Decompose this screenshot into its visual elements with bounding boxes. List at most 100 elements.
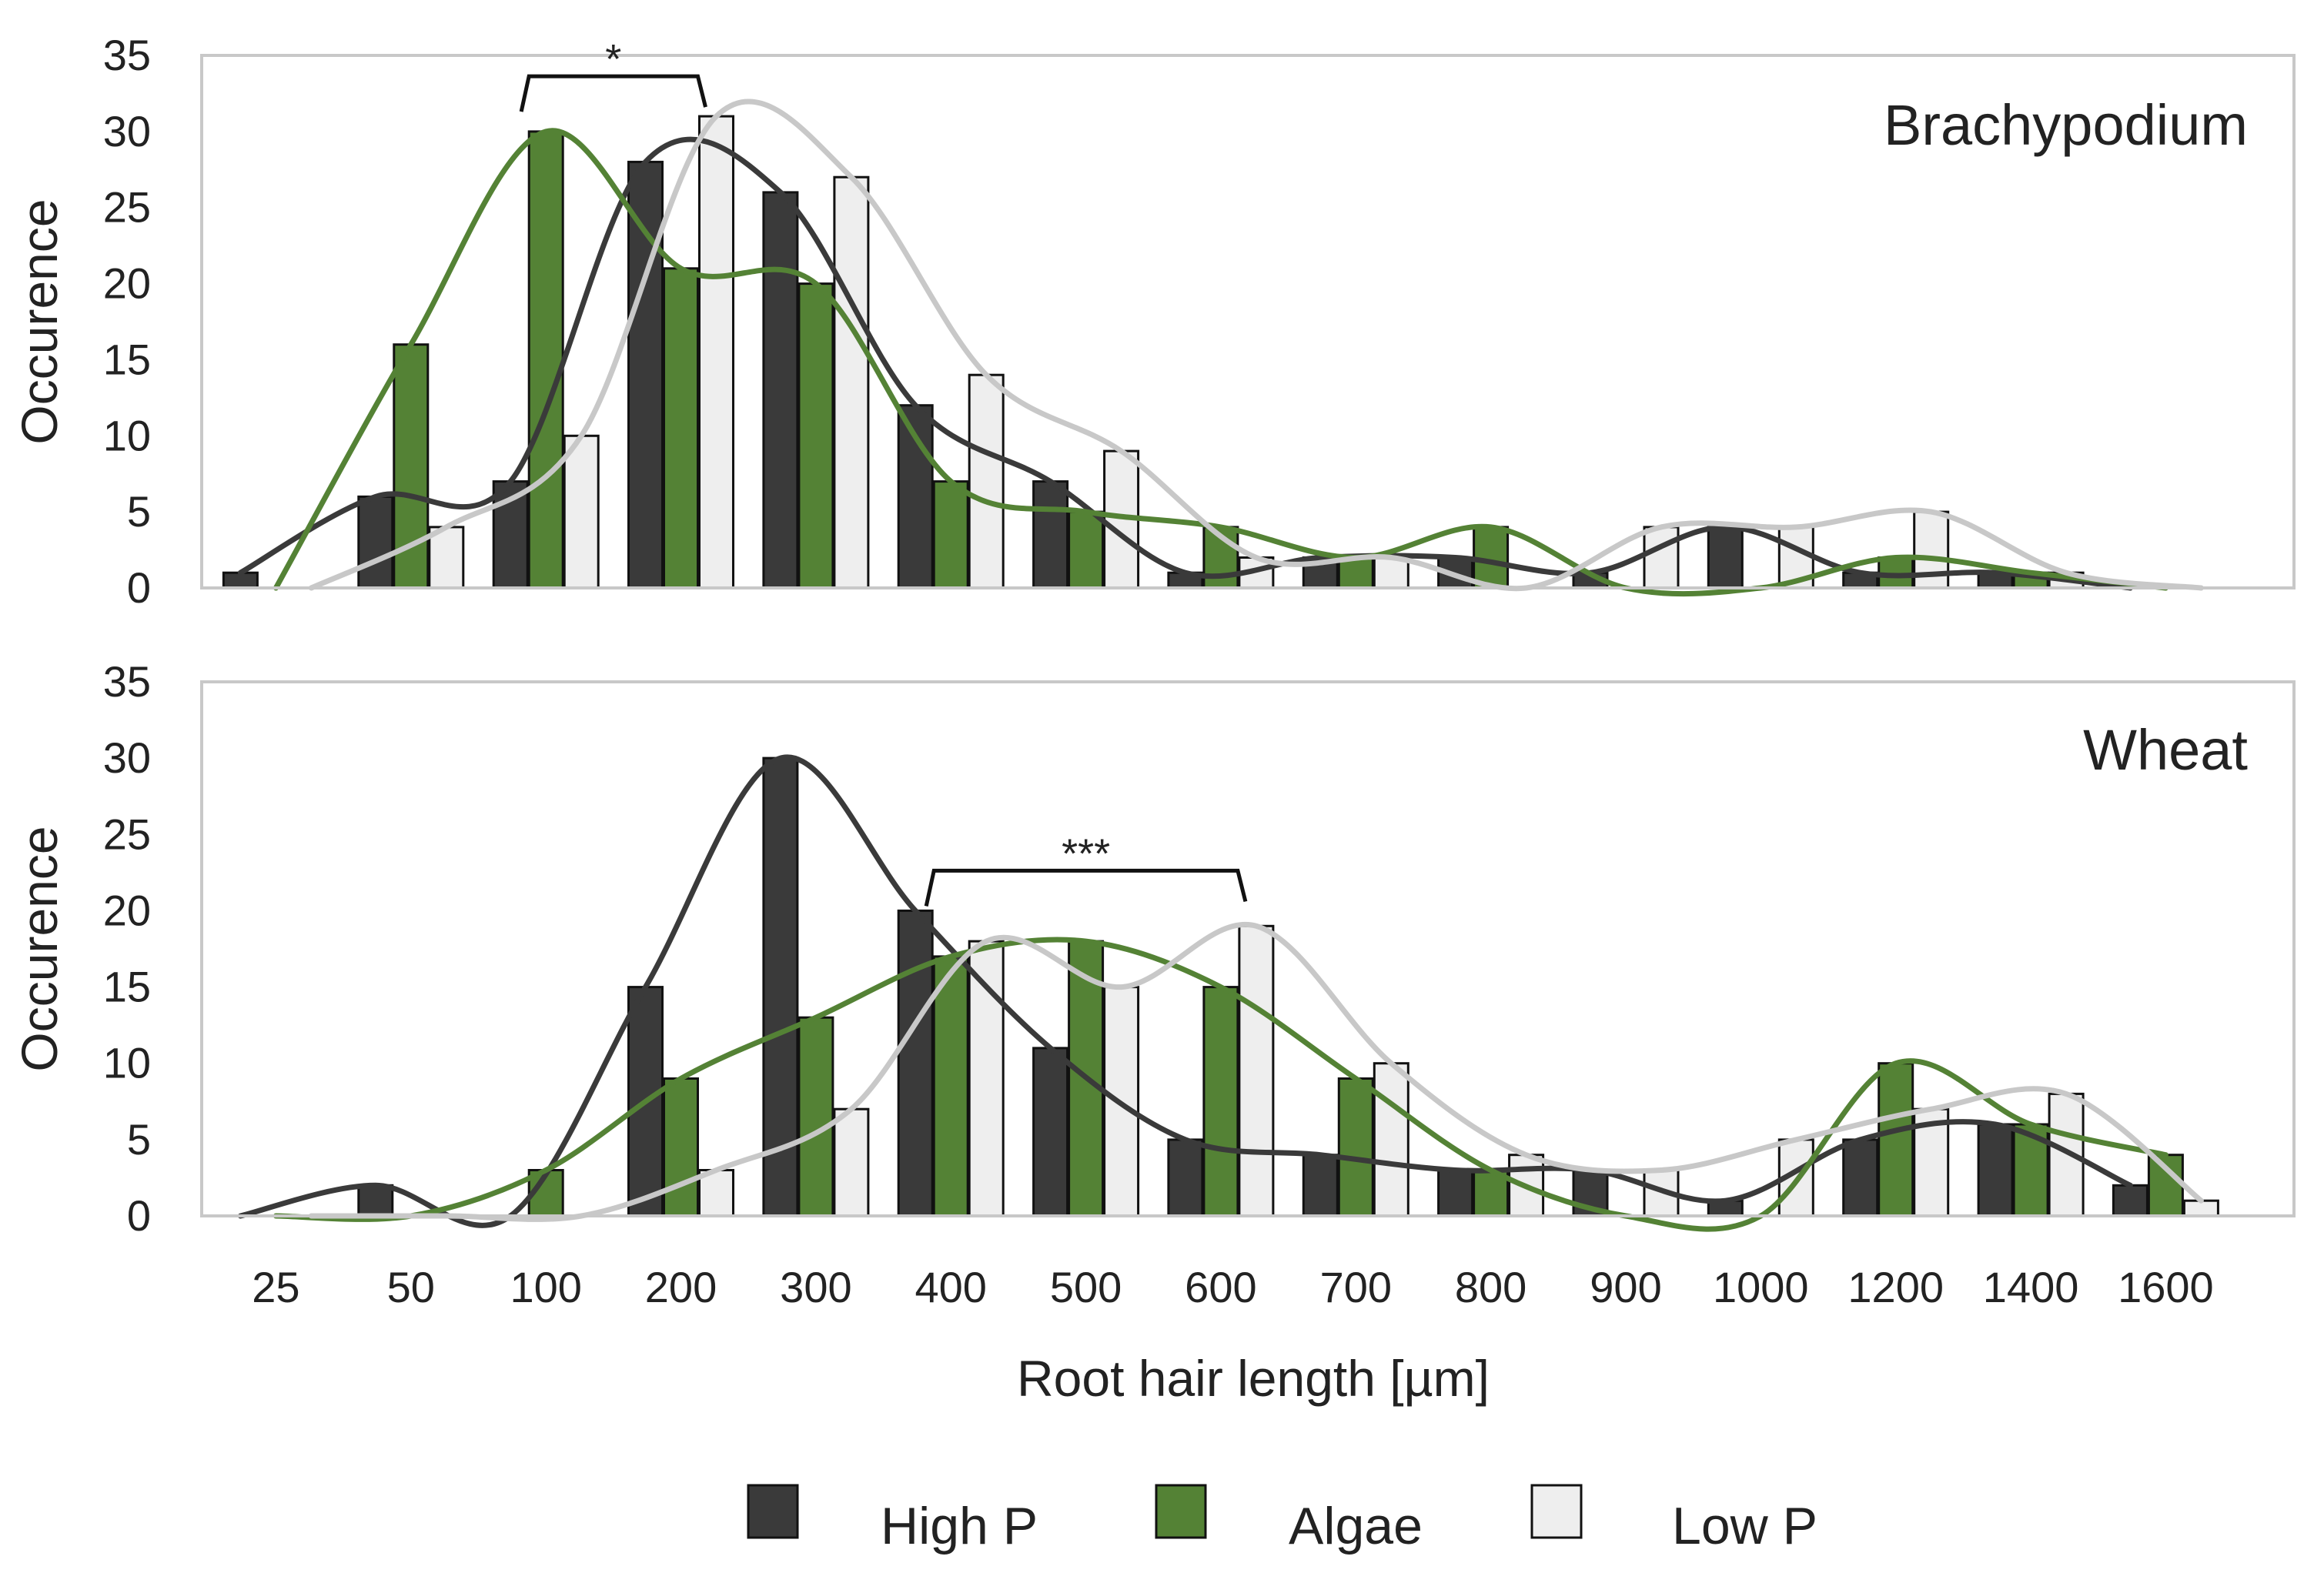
- x-tick-label-1200: 1200: [1847, 1263, 1944, 1311]
- legend-swatch-algae: [1155, 1484, 1207, 1539]
- legend-label-algae: Algae: [1289, 1497, 1423, 1555]
- x-tick-label-500: 500: [1050, 1263, 1122, 1311]
- bar-low_p-600: [1238, 924, 1275, 1217]
- bar-low_p-900: [1643, 526, 1680, 589]
- y-axis-ticks: 0 5 10 15 20 25 30 35: [103, 657, 151, 1240]
- trend-curve-low_p: [308, 921, 2204, 1222]
- bar-high_p-500: [1032, 480, 1069, 589]
- significance-bracket: ***: [924, 830, 1248, 907]
- x-tick-label-400: 400: [915, 1263, 986, 1311]
- bar-algae-700: [1337, 1077, 1374, 1217]
- y-tick-label: 5: [127, 1115, 151, 1164]
- y-tick-label: 25: [103, 810, 151, 858]
- bar-algae-200: [663, 1077, 699, 1217]
- bar-high_p-1200: [1842, 1138, 1879, 1217]
- trend-curves: [237, 754, 2204, 1232]
- significance-bracket: *: [519, 36, 707, 112]
- x-tick-label-800: 800: [1455, 1263, 1526, 1311]
- bar-algae-800: [1473, 526, 1510, 589]
- y-tick-label: 20: [103, 259, 151, 308]
- bar-low_p-300: [833, 1107, 870, 1217]
- legend-item-algae: Algae: [1155, 1484, 1423, 1555]
- x-tick-label-900: 900: [1590, 1263, 1661, 1311]
- bar-algae-600: [1202, 986, 1239, 1217]
- bar-low_p-50: [428, 526, 465, 589]
- bar-high_p-200: [627, 160, 664, 589]
- bar-algae-1200: [1878, 1062, 1914, 1217]
- y-tick-label: 30: [103, 107, 151, 155]
- x-tick-label-100: 100: [510, 1263, 581, 1311]
- bar-high_p-300: [762, 756, 799, 1217]
- panel-title: Wheat: [2083, 718, 2248, 782]
- trend-curve-algae: [273, 128, 2169, 597]
- chart-brachypodium: 0 5 10 15 20 25 30 35 * Brachypodium Occurence: [11, 31, 2296, 612]
- y-tick-label: 20: [103, 886, 151, 934]
- x-tick-label-50: 50: [387, 1263, 435, 1311]
- bar-low_p-100: [563, 434, 600, 589]
- bar-algae-500: [1068, 510, 1105, 589]
- y-tick-label: 10: [103, 411, 151, 459]
- significance-bracket-line: [924, 868, 1248, 907]
- bar-high_p-800: [1437, 1169, 1474, 1217]
- x-tick-label-1400: 1400: [1983, 1263, 2079, 1311]
- bar-low_p-400: [968, 940, 1005, 1217]
- bar-high_p-500: [1032, 1047, 1069, 1217]
- y-tick-label: 35: [103, 31, 151, 79]
- x-tick-label-25: 25: [252, 1263, 299, 1311]
- bar-algae-1600: [2147, 1154, 2184, 1217]
- bar-high_p-1600: [2112, 1184, 2148, 1217]
- bar-high_p-300: [762, 191, 799, 589]
- trend-curve-low_p: [308, 99, 2204, 592]
- x-tick-label-1000: 1000: [1713, 1263, 1809, 1311]
- x-tick-label-1600: 1600: [2118, 1263, 2214, 1311]
- y-tick-label: 15: [103, 963, 151, 1011]
- trend-curve-high_p: [237, 136, 2133, 591]
- bar-algae-300: [798, 282, 834, 589]
- legend: High P Algae Low P: [747, 1484, 1817, 1555]
- bar-low_p-200: [698, 115, 734, 589]
- bar-algae-300: [798, 1016, 834, 1217]
- y-tick-label: 30: [103, 733, 151, 782]
- bar-high_p-600: [1167, 1138, 1204, 1217]
- bar-high_p-50: [357, 1184, 394, 1217]
- panel-title: Brachypodium: [1884, 93, 2248, 157]
- bar-low_p-700: [1373, 556, 1409, 589]
- bar-high_p-400: [897, 909, 934, 1217]
- significance-label: ***: [1062, 830, 1110, 877]
- bar-high_p-1000: [1707, 526, 1744, 589]
- bar-algae-100: [527, 130, 564, 589]
- bar-low_p-300: [833, 175, 870, 589]
- y-tick-label: 0: [127, 563, 151, 612]
- x-tick-label-300: 300: [780, 1263, 851, 1311]
- y-tick-label: 0: [127, 1191, 151, 1240]
- y-tick-label: 15: [103, 335, 151, 383]
- legend-label-low-p: Low P: [1672, 1497, 1817, 1555]
- bar-low_p-500: [1103, 986, 1140, 1217]
- trend-curve-algae: [273, 937, 2169, 1232]
- bar-low_p-400: [968, 373, 1005, 589]
- bars: [357, 756, 2219, 1217]
- y-tick-label: 10: [103, 1039, 151, 1087]
- y-tick-label: 25: [103, 183, 151, 232]
- bar-low_p-700: [1373, 1062, 1409, 1217]
- y-tick-label: 5: [127, 487, 151, 536]
- x-tick-label-200: 200: [645, 1263, 717, 1311]
- significance-bracket-line: [519, 74, 707, 112]
- legend-swatch-high-p: [747, 1484, 799, 1539]
- x-tick-label-700: 700: [1320, 1263, 1392, 1311]
- x-axis-label: Root hair length [µm]: [1017, 1350, 1490, 1407]
- significance-label: *: [605, 36, 621, 82]
- y-axis-ticks: 0 5 10 15 20 25 30 35: [103, 31, 151, 612]
- legend-swatch-low-p: [1530, 1484, 1583, 1539]
- y-tick-label: 35: [103, 657, 151, 706]
- bar-high_p-700: [1302, 1154, 1339, 1217]
- trend-curves: [237, 99, 2204, 597]
- bar-high_p-1400: [1977, 1123, 2014, 1217]
- x-axis-tick-labels: 25 50 100 200 300 400 500 600 700 800 900 1000 1200 1…: [252, 1263, 2213, 1311]
- legend-item-high-p: High P: [747, 1484, 1038, 1555]
- legend-label-high-p: High P: [881, 1497, 1038, 1555]
- bar-high_p-50: [357, 495, 394, 589]
- bar-algae-200: [663, 267, 699, 589]
- y-axis-label: Occurence: [11, 826, 68, 1071]
